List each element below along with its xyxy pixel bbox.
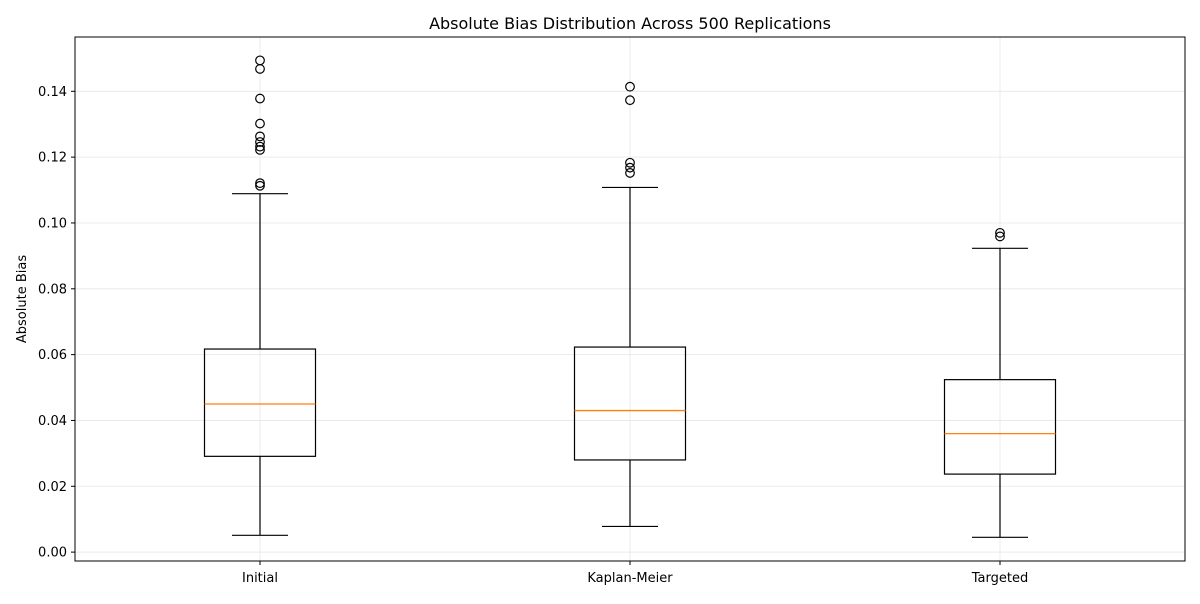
outlier-point [995, 231, 1005, 242]
outlier-point [625, 162, 635, 173]
y-tick-label: 0.02 [38, 480, 67, 495]
box-iqr [203, 348, 317, 457]
outlier-point [255, 137, 265, 147]
y-tick-label: 0.12 [38, 151, 67, 166]
outlier-point [255, 180, 265, 191]
x-tick-label: Initial [242, 571, 278, 586]
box-group [573, 81, 687, 528]
box-iqr [573, 346, 687, 461]
outlier-point [255, 118, 265, 129]
y-tick-label: 0.04 [38, 414, 67, 429]
y-tick-label: 0.00 [38, 546, 67, 561]
box-series [203, 55, 1057, 538]
x-tick-label: Kaplan-Meier [587, 571, 673, 586]
axis-ticks: 0.00 0.02 0.04 0.06 0.08 0.10 0.12 0.14 Initial K… [38, 85, 1028, 586]
chart-title: Absolute Bias Distribution Across 500 Re… [429, 14, 831, 33]
outlier-point [625, 95, 635, 106]
outlier-point [255, 131, 265, 142]
y-tick-label: 0.10 [38, 216, 67, 231]
outlier-point [255, 144, 265, 155]
y-tick-label: 0.14 [38, 85, 67, 100]
outlier-point [255, 55, 265, 66]
outlier-point [995, 227, 1005, 238]
outlier-point [625, 168, 635, 178]
box-group [943, 227, 1057, 538]
box-iqr [943, 379, 1057, 475]
y-tick-label: 0.08 [38, 282, 67, 297]
outlier-point [625, 157, 635, 168]
box-group [203, 55, 317, 536]
outlier-point [255, 141, 265, 152]
outlier-point [255, 178, 265, 189]
x-tick-label: Targeted [971, 571, 1028, 586]
outlier-point [255, 93, 265, 104]
y-tick-label: 0.06 [38, 348, 67, 363]
outlier-point [625, 81, 635, 92]
y-axis-label: Absolute Bias [15, 255, 30, 343]
